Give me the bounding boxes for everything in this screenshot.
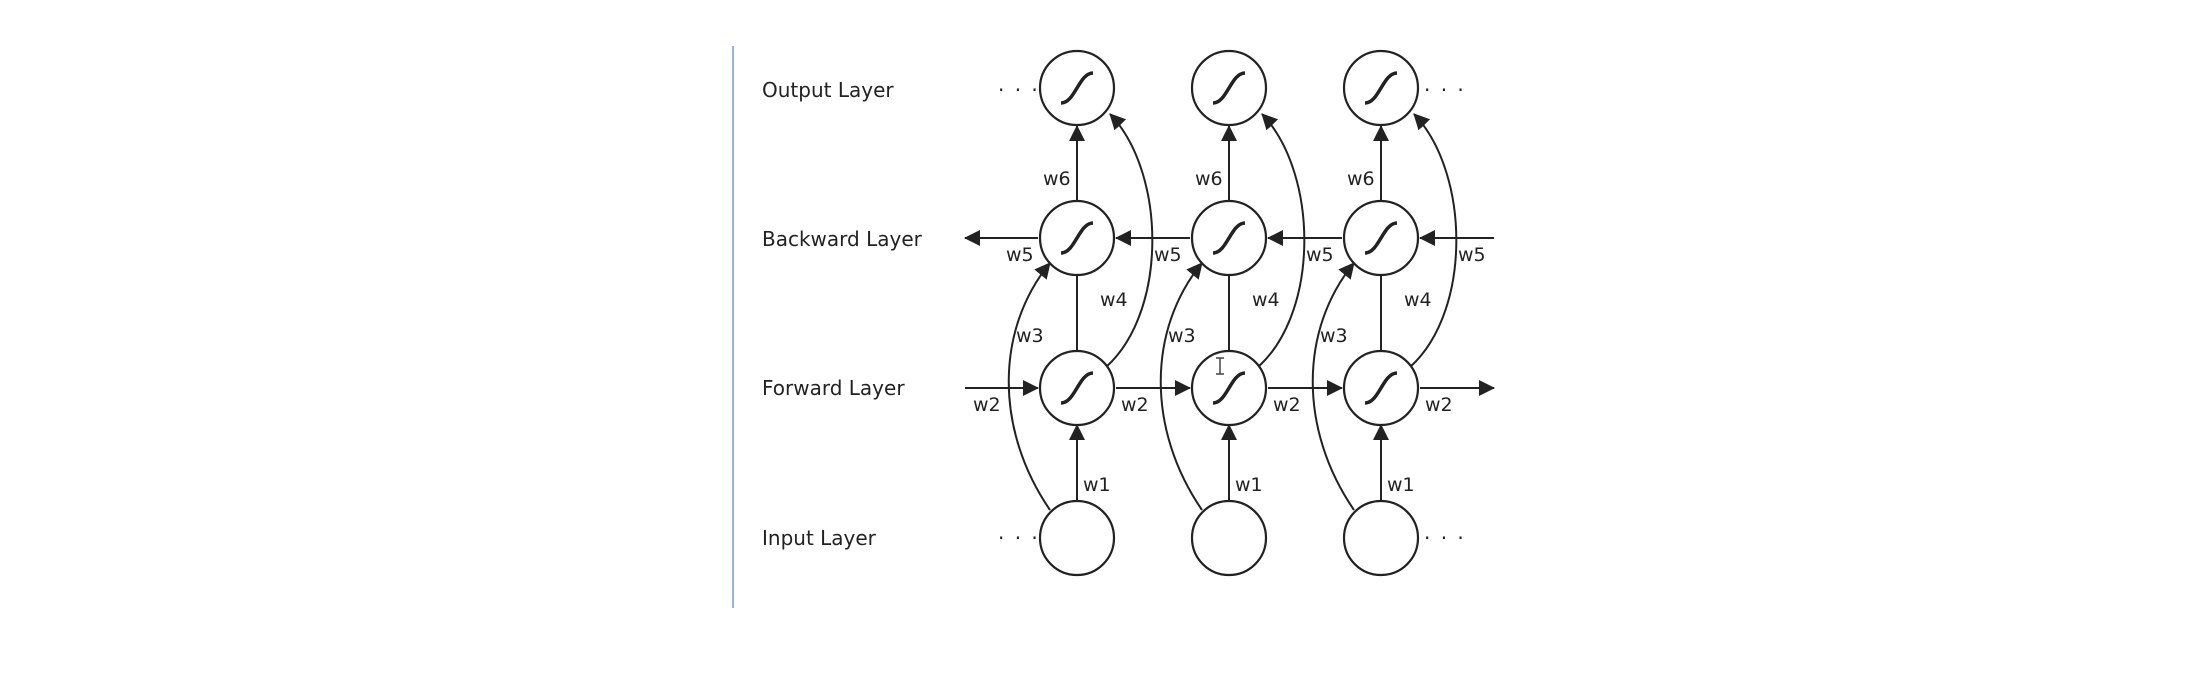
sigmoid-icon	[1364, 221, 1398, 255]
weight-label-w2: w2	[973, 394, 1001, 416]
weight-label-w5: w5	[1154, 244, 1182, 266]
ellipsis-output-left: · · ·	[998, 78, 1040, 102]
weight-label-w5: w5	[1006, 244, 1034, 266]
quote-bar	[732, 46, 734, 608]
weight-label-w4: w4	[1252, 289, 1280, 311]
weight-label-w6: w6	[1043, 168, 1071, 190]
sigmoid-icon	[1060, 71, 1094, 105]
edge-w3-col3	[1311, 262, 1355, 511]
ellipsis-output-right: · · ·	[1424, 78, 1466, 102]
label-forward-layer: Forward Layer	[762, 376, 905, 400]
edge-w4-col3	[1403, 113, 1458, 373]
edge-w4-col2	[1251, 113, 1306, 373]
input-node-2	[1190, 499, 1268, 577]
backward-node-2	[1190, 199, 1268, 277]
edge-w3-col1	[1007, 262, 1051, 511]
backward-node-3	[1342, 199, 1420, 277]
weight-label-w4: w4	[1404, 289, 1432, 311]
input-node-3	[1342, 499, 1420, 577]
sigmoid-icon	[1212, 221, 1246, 255]
forward-node-3	[1342, 349, 1420, 427]
sigmoid-icon	[1060, 221, 1094, 255]
sigmoid-icon	[1212, 371, 1246, 405]
ellipsis-input-left: · · ·	[998, 526, 1040, 550]
weight-label-w4: w4	[1100, 289, 1128, 311]
output-node-3	[1342, 49, 1420, 127]
output-node-2	[1190, 49, 1268, 127]
weight-label-w2: w2	[1121, 394, 1149, 416]
weight-label-w3: w3	[1016, 325, 1044, 347]
sigmoid-icon	[1364, 71, 1398, 105]
weight-label-w3: w3	[1320, 325, 1348, 347]
text-cursor-icon	[1216, 357, 1224, 375]
sigmoid-icon	[1212, 71, 1246, 105]
weight-label-w6: w6	[1195, 168, 1223, 190]
weight-label-w3: w3	[1168, 325, 1196, 347]
input-node-1	[1038, 499, 1116, 577]
label-backward-layer: Backward Layer	[762, 227, 923, 251]
weight-label-w1: w1	[1387, 474, 1415, 496]
sigmoid-icon	[1060, 371, 1094, 405]
edge-w3-col2	[1159, 262, 1203, 511]
backward-node-1	[1038, 199, 1116, 277]
weight-label-w1: w1	[1235, 474, 1263, 496]
weight-label-w2: w2	[1425, 394, 1453, 416]
forward-node-1	[1038, 349, 1116, 427]
weight-label-w2: w2	[1273, 394, 1301, 416]
weight-label-w5: w5	[1458, 244, 1486, 266]
weight-label-w1: w1	[1083, 474, 1111, 496]
weight-label-w5: w5	[1306, 244, 1334, 266]
sigmoid-icon	[1364, 371, 1398, 405]
output-node-1	[1038, 49, 1116, 127]
forward-node-2	[1190, 349, 1268, 427]
label-input-layer: Input Layer	[762, 526, 877, 550]
edge-w4-col1	[1099, 113, 1154, 373]
weight-label-w6: w6	[1347, 168, 1375, 190]
ellipsis-input-right: · · ·	[1424, 526, 1466, 550]
label-output-layer: Output Layer	[762, 78, 894, 102]
